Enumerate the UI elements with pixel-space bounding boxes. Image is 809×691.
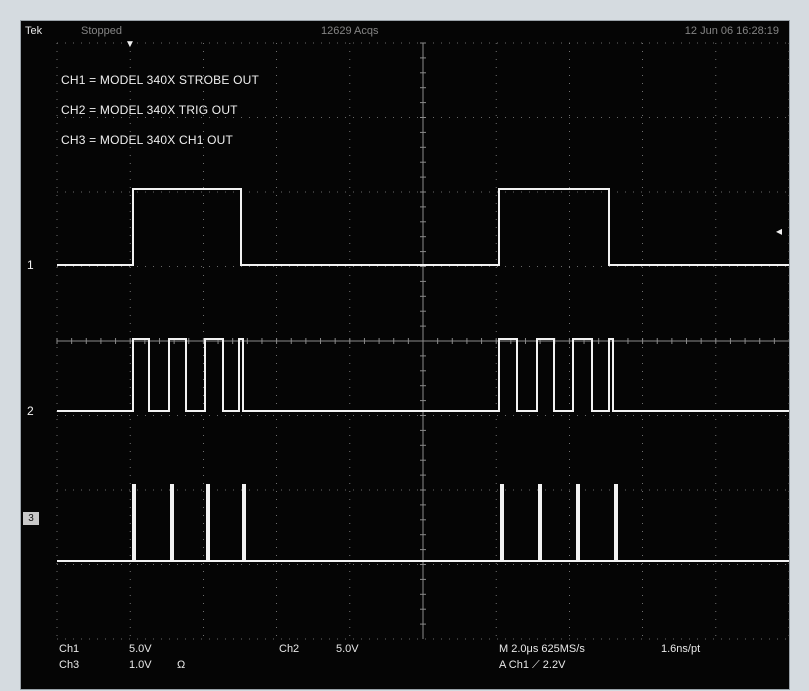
trigger-position-icon: ▼ <box>125 39 135 50</box>
status-bar: Tek Stopped 12629 Acqs 12 Jun 06 16:28:1… <box>21 21 789 43</box>
ch2-waveform <box>57 338 789 412</box>
brand-label: Tek <box>25 25 43 37</box>
trigger-readout: A Ch1 ⟋ 2.2V <box>499 659 566 671</box>
ch1-name: Ch1 <box>59 643 80 655</box>
legend-ch2: CH2 = MODEL 340X TRIG OUT <box>61 103 238 117</box>
acquisition-count: 12629 Acqs <box>321 25 379 37</box>
ch1-ground-marker: 1 <box>27 258 34 272</box>
trigger-level-icon: ◂ <box>776 224 783 238</box>
ch3-name: Ch3 <box>59 659 80 671</box>
ch2-name: Ch2 <box>279 643 300 655</box>
ch3-ground-marker: 3 <box>23 512 39 525</box>
timestamp: 12 Jun 06 16:28:19 <box>684 25 779 37</box>
legend-ch1: CH1 = MODEL 340X STROBE OUT <box>61 73 260 87</box>
oscilloscope-screen: Tek Stopped 12629 Acqs 12 Jun 06 16:28:1… <box>20 20 790 690</box>
timebase-readout: M 2.0μs 625MS/s <box>499 643 585 655</box>
ch3-coupling: Ω <box>177 659 186 671</box>
ch3-scale: 1.0V <box>129 659 152 671</box>
ch1-scale: 5.0V <box>129 643 152 655</box>
legend-ch3: CH3 = MODEL 340X CH1 OUT <box>61 133 234 147</box>
waveform-display <box>56 42 790 640</box>
ch2-scale: 5.0V <box>336 643 359 655</box>
ch2-ground-marker: 2 <box>27 404 34 418</box>
resolution-readout: 1.6ns/pt <box>661 643 701 655</box>
acquisition-status: Stopped <box>81 25 122 37</box>
settings-readout: Ch1 5.0V Ch2 5.0V Ch3 1.0V Ω M 2.0μs 625… <box>21 641 789 691</box>
channel-legend: CH1 = MODEL 340X STROBE OUT CH2 = MODEL … <box>61 65 259 155</box>
ch1-waveform <box>57 188 789 266</box>
ch3-waveform <box>57 484 789 562</box>
